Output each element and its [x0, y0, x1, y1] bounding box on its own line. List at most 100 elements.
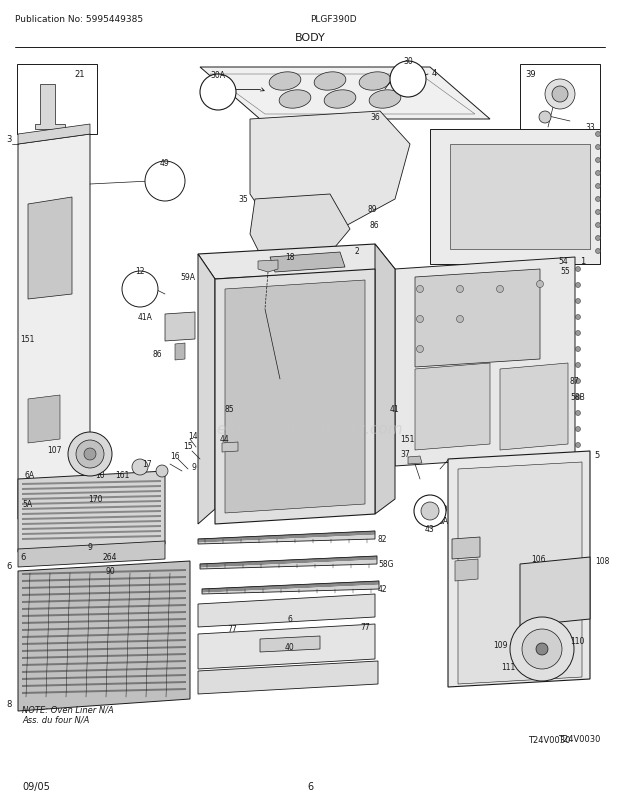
Circle shape	[575, 331, 580, 336]
Polygon shape	[314, 73, 346, 91]
Circle shape	[575, 347, 580, 352]
Polygon shape	[22, 520, 161, 525]
Text: T24V0030: T24V0030	[557, 735, 600, 743]
Polygon shape	[215, 269, 375, 525]
Circle shape	[595, 223, 601, 229]
Circle shape	[575, 363, 580, 368]
Text: 09/05: 09/05	[22, 781, 50, 791]
Polygon shape	[324, 91, 356, 109]
Polygon shape	[22, 490, 161, 496]
Polygon shape	[455, 559, 478, 581]
Text: 108: 108	[595, 557, 609, 565]
Text: 161: 161	[115, 471, 130, 480]
Polygon shape	[198, 624, 375, 669]
Text: 2: 2	[355, 247, 360, 256]
Text: 170: 170	[433, 505, 448, 514]
Polygon shape	[18, 472, 165, 553]
Circle shape	[132, 460, 148, 476]
Polygon shape	[450, 145, 590, 249]
Polygon shape	[269, 73, 301, 91]
Text: 6: 6	[307, 781, 313, 791]
Polygon shape	[359, 73, 391, 91]
Circle shape	[510, 618, 574, 681]
Polygon shape	[279, 91, 311, 109]
Polygon shape	[22, 496, 161, 500]
Text: 86: 86	[153, 350, 162, 359]
Text: 55: 55	[560, 267, 570, 276]
Text: 17: 17	[143, 460, 152, 469]
Text: 5: 5	[594, 451, 600, 460]
Polygon shape	[22, 590, 186, 596]
Text: 58G: 58G	[378, 560, 394, 569]
Circle shape	[417, 286, 423, 294]
Polygon shape	[458, 463, 582, 684]
Polygon shape	[198, 255, 215, 525]
Polygon shape	[537, 649, 546, 677]
Circle shape	[595, 132, 601, 137]
Text: Publication No: 5995449385: Publication No: 5995449385	[15, 15, 143, 24]
Text: 30A: 30A	[211, 71, 226, 79]
Text: 111: 111	[501, 662, 515, 671]
Text: 1: 1	[580, 257, 585, 266]
Polygon shape	[250, 111, 410, 240]
Text: 77: 77	[227, 625, 237, 634]
Polygon shape	[518, 631, 542, 649]
Circle shape	[156, 465, 168, 477]
Circle shape	[575, 299, 580, 304]
Text: 6: 6	[288, 615, 293, 624]
Text: 5A: 5A	[22, 500, 32, 508]
Circle shape	[122, 272, 158, 308]
Polygon shape	[18, 561, 190, 711]
Text: 42: 42	[378, 585, 388, 593]
Circle shape	[595, 237, 601, 241]
Text: 39: 39	[525, 70, 536, 79]
Text: 110: 110	[570, 637, 585, 646]
Polygon shape	[22, 660, 186, 666]
Circle shape	[497, 286, 503, 294]
Circle shape	[575, 267, 580, 272]
Text: 106: 106	[531, 555, 545, 564]
Circle shape	[595, 197, 601, 202]
Circle shape	[522, 630, 562, 669]
Polygon shape	[222, 443, 238, 452]
Text: 151: 151	[400, 435, 414, 444]
Text: 43: 43	[425, 525, 435, 534]
Text: 4: 4	[432, 68, 437, 78]
Text: 87: 87	[570, 377, 580, 386]
Text: 90: 90	[105, 567, 115, 576]
Polygon shape	[22, 510, 161, 516]
Polygon shape	[22, 535, 161, 541]
Text: 41: 41	[390, 405, 400, 414]
Circle shape	[76, 440, 104, 468]
Polygon shape	[28, 198, 72, 300]
Polygon shape	[198, 594, 375, 627]
Circle shape	[595, 184, 601, 189]
Polygon shape	[542, 649, 569, 658]
Text: NOTE: Oven Liner N/A: NOTE: Oven Liner N/A	[22, 705, 113, 714]
Polygon shape	[22, 611, 186, 618]
Text: 18: 18	[285, 253, 294, 262]
Polygon shape	[260, 636, 320, 652]
Text: 151: 151	[20, 335, 34, 344]
Circle shape	[68, 432, 112, 476]
Polygon shape	[25, 516, 40, 532]
Polygon shape	[22, 688, 186, 695]
Text: 37: 37	[400, 450, 410, 459]
Polygon shape	[158, 174, 173, 188]
Circle shape	[200, 75, 236, 111]
Polygon shape	[452, 537, 480, 559]
Polygon shape	[18, 125, 90, 145]
Polygon shape	[200, 557, 377, 569]
Polygon shape	[198, 661, 378, 695]
Circle shape	[552, 87, 568, 103]
Polygon shape	[22, 653, 186, 659]
Polygon shape	[22, 674, 186, 680]
Text: 40: 40	[285, 642, 295, 652]
Circle shape	[575, 411, 580, 416]
Text: 6A: 6A	[24, 471, 34, 480]
Text: 9: 9	[191, 463, 196, 472]
Polygon shape	[258, 261, 278, 273]
Text: 3: 3	[7, 136, 12, 144]
Text: 9: 9	[87, 543, 92, 552]
Polygon shape	[35, 85, 65, 130]
